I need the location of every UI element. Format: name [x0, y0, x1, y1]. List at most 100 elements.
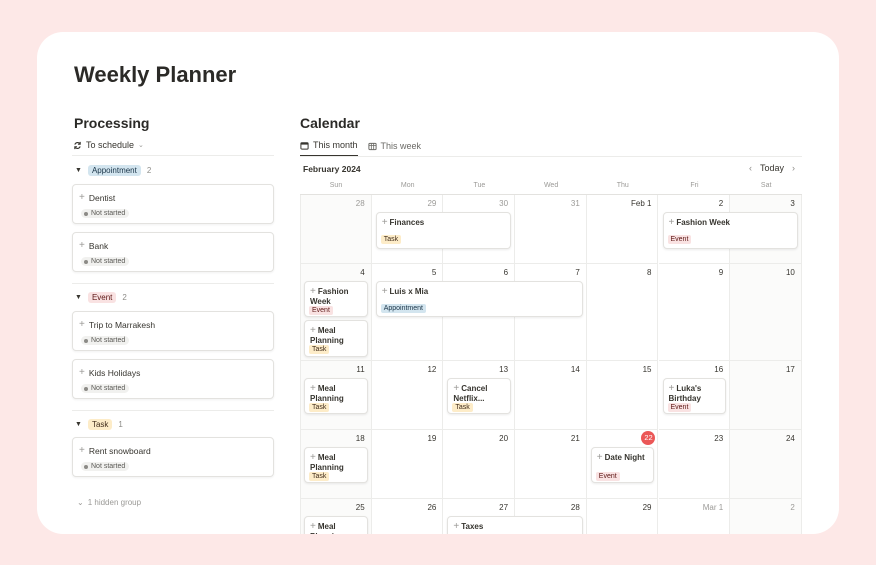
calendar-event[interactable]: + Cancel Netflix... Task — [447, 378, 512, 414]
hidden-group-toggle[interactable]: ⌄ 1 hidden group — [77, 498, 141, 507]
group-count: 2 — [146, 166, 152, 175]
calendar-event[interactable]: + Date Night Event — [590, 447, 655, 483]
calendar-day-cell[interactable]: Feb 1 — [586, 195, 659, 264]
today-button[interactable]: Today — [760, 163, 785, 173]
chevron-left-icon[interactable]: ‹ — [749, 163, 752, 173]
calendar-event[interactable]: + Meal Planning Task — [304, 447, 368, 483]
calendar-event[interactable]: + Finances Task — [375, 212, 512, 249]
event-tag: Event — [309, 306, 333, 315]
plus-icon: + — [79, 192, 85, 203]
calendar-day-cell[interactable]: 23 — [658, 430, 731, 499]
calendar-day-cell[interactable]: 22 — [586, 430, 659, 499]
calendar-day-cell[interactable]: 10 — [730, 264, 802, 361]
day-number: 13 — [499, 365, 509, 374]
tab-this-week[interactable]: This week — [367, 140, 421, 157]
event-tag: Task — [309, 472, 330, 481]
divider — [72, 410, 274, 411]
day-number: 8 — [647, 268, 652, 277]
tab-this-month[interactable]: This month — [300, 140, 358, 157]
board-card[interactable]: + Bank Not started — [72, 232, 274, 272]
calendar-day-cell[interactable]: 16 — [658, 361, 731, 430]
triangle-down-icon: ▼ — [75, 167, 82, 174]
day-number: 11 — [356, 365, 365, 374]
event-tag: Task — [309, 345, 330, 354]
divider — [72, 155, 274, 156]
calendar-day-cell[interactable]: 2 — [730, 499, 802, 534]
calendar-day-cell[interactable]: 17 — [730, 361, 802, 430]
calendar-day-cell[interactable]: 24 — [730, 430, 802, 499]
calendar-event[interactable]: + Luis x Mia Appointment — [375, 281, 583, 317]
calendar-day-cell[interactable]: 28 — [300, 195, 372, 264]
card-title: Trip to Marrakesh — [88, 320, 156, 330]
board-card[interactable]: + Dentist Not started — [72, 184, 274, 224]
day-number: 10 — [785, 268, 795, 277]
calendar-event[interactable]: +Meal Planning — [304, 516, 368, 534]
triangle-down-icon: ▼ — [75, 421, 82, 428]
calendar-day-cell[interactable]: 12 — [371, 361, 444, 430]
calendar-day-cell[interactable]: 13 — [443, 361, 516, 430]
plus-icon: + — [79, 445, 85, 456]
calendar-day-cell[interactable]: Mar 1 — [659, 499, 731, 534]
chevron-right-icon[interactable]: › — [792, 163, 796, 173]
calendar-day-cell[interactable]: 15 — [586, 361, 659, 430]
day-number: 29 — [427, 199, 437, 208]
page-title: Weekly Planner — [74, 62, 237, 87]
day-number: 17 — [785, 365, 795, 374]
calendar-icon — [300, 141, 309, 150]
calendar-event[interactable]: + Meal Planning Task — [304, 378, 368, 414]
calendar-day-cell[interactable]: 30 — [443, 195, 516, 264]
event-tag: Event — [667, 235, 692, 244]
calendar-event[interactable]: + Meal Planning Task — [304, 320, 368, 357]
calendar-day-cell[interactable]: 20 — [443, 430, 516, 499]
board-card[interactable]: + Rent snowboard Not started — [72, 437, 274, 477]
calendar-day-cell[interactable]: 8 — [586, 264, 659, 361]
day-number: 20 — [499, 434, 509, 443]
plus-icon: + — [381, 217, 388, 228]
status-badge: Not started — [81, 209, 130, 218]
event-tag: Task — [380, 235, 402, 244]
calendar-grid: 28 29 30 31 Feb 1 2 3 4 5 6 7 8 9 10 11 12 13 14 15 16 17 18 1… — [300, 194, 802, 534]
card-title: Bank — [88, 241, 109, 251]
chevron-down-icon: ⌄ — [138, 142, 144, 149]
calendar-day-cell[interactable]: 21 — [515, 430, 587, 499]
calendar-event[interactable]: + Fashion Week Event — [304, 281, 368, 317]
group-header-event[interactable]: ▼ Event 2 — [75, 292, 127, 303]
event-title: Luis x Mia — [389, 287, 429, 296]
weekday-header: Sat — [760, 182, 772, 189]
event-title: Date Night — [604, 453, 645, 462]
event-title: Meal Planning — [310, 326, 344, 345]
weekday-header: Fri — [690, 182, 699, 189]
refresh-icon — [74, 141, 81, 149]
day-number: 24 — [785, 434, 795, 443]
day-number: 31 — [570, 199, 580, 208]
calendar-day-cell[interactable]: 29 — [587, 499, 659, 534]
calendar-event[interactable]: + Luka's Birthday Event — [662, 378, 727, 414]
group-count: 2 — [122, 293, 127, 302]
calendar-day-cell[interactable]: 26 — [372, 499, 444, 534]
day-number: 28 — [355, 199, 365, 208]
day-number: Feb 1 — [631, 199, 652, 208]
board-card[interactable]: + Trip to Marrakesh Not started — [72, 311, 274, 351]
day-number: 7 — [575, 268, 580, 277]
board-card[interactable]: + Kids Holidays Not started — [72, 359, 274, 399]
day-number: 26 — [427, 503, 437, 512]
day-number: 4 — [360, 268, 365, 277]
group-header-appointment[interactable]: ▼ Appointment 2 — [75, 165, 151, 176]
plus-icon: + — [310, 521, 316, 532]
event-title: Fashion Week — [310, 287, 349, 306]
day-number: 18 — [355, 434, 365, 443]
calendar-day-cell[interactable]: 14 — [515, 361, 587, 430]
board-view-tab[interactable]: To schedule ⌄ — [73, 140, 144, 150]
calendar-event[interactable]: + Taxes — [447, 516, 583, 534]
calendar-event[interactable]: + Fashion Week Event — [662, 212, 798, 249]
calendar-day-cell[interactable]: 31 — [515, 195, 587, 264]
calendar-day-cell[interactable]: 19 — [371, 430, 444, 499]
group-header-task[interactable]: ▼ Task 1 — [75, 419, 123, 430]
today-marker: 22 — [641, 431, 656, 445]
card-title: Kids Holidays — [88, 368, 141, 378]
calendar-day-cell[interactable]: 28 — [515, 499, 587, 534]
day-number: 30 — [499, 199, 509, 208]
calendar-day-cell[interactable]: 7 — [515, 264, 587, 361]
event-tag: Event — [595, 472, 620, 481]
calendar-day-cell[interactable]: 9 — [658, 264, 731, 361]
